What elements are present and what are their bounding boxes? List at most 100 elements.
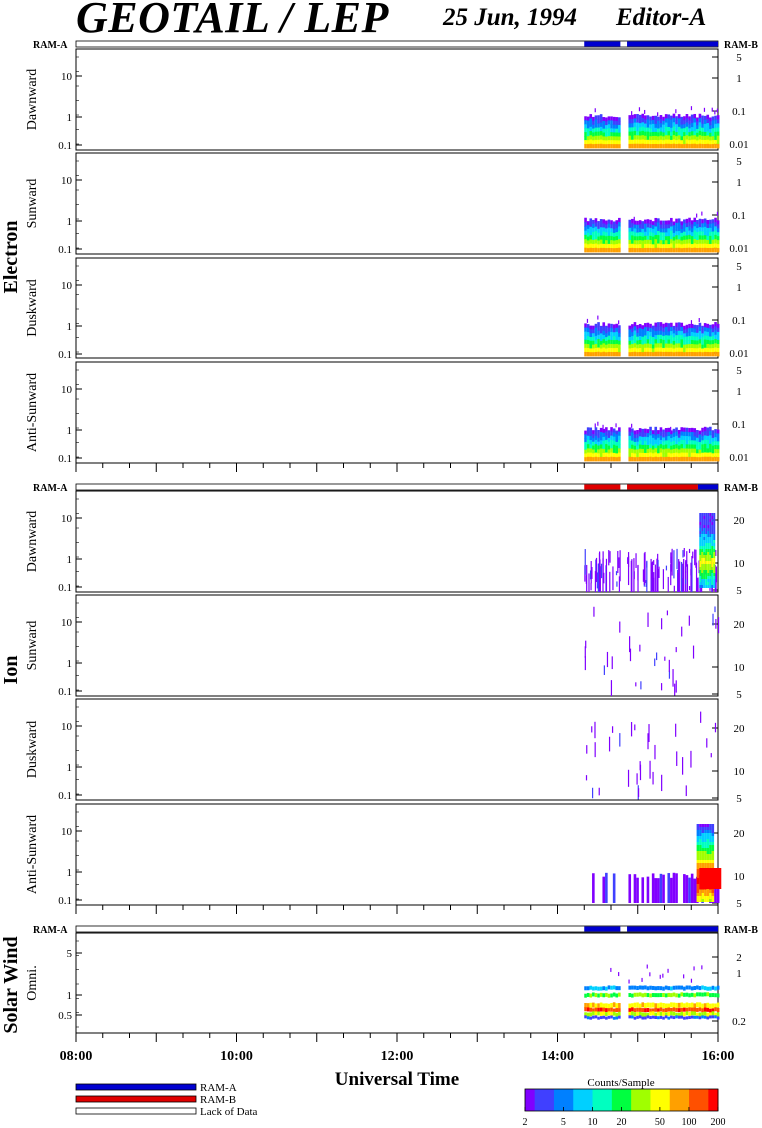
colorbar-tick-label: 200 bbox=[711, 1117, 726, 1128]
spectrogram-speck bbox=[634, 724, 636, 731]
spectrogram-cell bbox=[677, 1012, 681, 1017]
spectrogram-cell bbox=[662, 339, 665, 345]
spectrogram-cell bbox=[714, 437, 717, 442]
spectrogram-cell bbox=[706, 431, 710, 437]
spectrogram-cell bbox=[599, 1002, 603, 1008]
spectrogram-cell bbox=[701, 567, 704, 570]
spectrogram-cell bbox=[714, 449, 717, 454]
spectrogram-cell bbox=[688, 140, 691, 145]
colorbar-cell bbox=[595, 1089, 600, 1111]
spectrogram-cell bbox=[693, 432, 697, 437]
spectrogram-cell bbox=[633, 232, 637, 237]
spectrogram-cell bbox=[594, 339, 598, 345]
spectrogram-cell bbox=[670, 347, 673, 353]
spectrogram-cell bbox=[592, 120, 595, 126]
spectrogram-cell bbox=[701, 119, 704, 125]
spectrogram-cell bbox=[633, 430, 637, 435]
spectrogram-cell bbox=[628, 1008, 632, 1013]
spectrogram-cell bbox=[709, 531, 712, 534]
spectrogram-cell bbox=[607, 445, 611, 450]
spectrogram-cell bbox=[602, 219, 606, 224]
spectrogram-cell bbox=[683, 128, 686, 133]
spectrogram-cell bbox=[693, 985, 697, 990]
spectrogram-cell bbox=[610, 128, 613, 133]
spectrogram-cell bbox=[716, 1016, 720, 1020]
spectrogram-cell bbox=[651, 232, 655, 237]
spectrogram-cell bbox=[664, 135, 668, 140]
spectrogram-speck bbox=[683, 558, 685, 592]
spectrogram-cell bbox=[698, 227, 702, 232]
spectrogram-cell bbox=[705, 579, 708, 582]
spectrogram-cell bbox=[709, 543, 712, 546]
spectrogram-cell bbox=[664, 1015, 668, 1019]
spectrogram-cell bbox=[701, 893, 705, 896]
legend-swatch bbox=[75, 1083, 197, 1091]
spectrogram-cell bbox=[638, 228, 642, 233]
spectrogram-cell bbox=[651, 248, 655, 253]
spectrogram-cell bbox=[618, 427, 621, 432]
spectrogram-cell bbox=[615, 331, 619, 337]
spectrogram-cell bbox=[602, 993, 606, 998]
spectrogram-cell bbox=[685, 344, 689, 349]
spectrogram-cell bbox=[592, 128, 595, 133]
spectrogram-speck bbox=[635, 682, 637, 687]
spectrogram-cell bbox=[667, 139, 671, 145]
spectrogram-cell bbox=[649, 448, 652, 453]
spectrogram-cell bbox=[688, 335, 691, 341]
spectrogram-cell bbox=[709, 247, 712, 253]
spectrogram-cell bbox=[646, 339, 650, 344]
spectrogram-cell bbox=[654, 452, 658, 458]
spectrogram-cell bbox=[711, 564, 714, 567]
spectrogram-cell bbox=[657, 441, 660, 446]
spectrogram-cell bbox=[592, 132, 595, 137]
spectrogram-cell bbox=[709, 534, 712, 537]
colorbar-cell bbox=[714, 1089, 719, 1111]
spectrogram-cell bbox=[592, 235, 595, 241]
spectrogram-cell bbox=[704, 863, 707, 866]
spectrogram-cell bbox=[592, 325, 595, 330]
spectrogram-cell bbox=[696, 1012, 699, 1017]
spectrogram-cell bbox=[641, 440, 645, 446]
spectrogram-cell bbox=[688, 985, 691, 990]
spectrogram-cell bbox=[701, 1012, 704, 1017]
spectrogram-cell bbox=[589, 444, 593, 449]
spectrogram-cell bbox=[701, 219, 704, 224]
spectrogram-cell bbox=[698, 449, 702, 454]
spectrogram-cell bbox=[589, 985, 593, 990]
spectrogram-cell bbox=[701, 824, 705, 827]
panel-frame bbox=[75, 698, 719, 801]
spectrogram-cell bbox=[649, 435, 652, 441]
spectrogram-cell bbox=[597, 115, 600, 120]
spectrogram-cell bbox=[664, 220, 668, 225]
spectrogram-cell bbox=[599, 223, 603, 228]
spectrogram-cell bbox=[662, 124, 665, 129]
spectrogram-cell bbox=[649, 443, 652, 449]
spectrogram-cell bbox=[716, 119, 720, 124]
spectrogram-cell bbox=[651, 228, 655, 234]
spectrogram-cell bbox=[711, 336, 715, 341]
spectrogram-speck bbox=[593, 606, 595, 617]
spectrogram-cell bbox=[597, 449, 600, 454]
spectrogram-cell bbox=[677, 322, 681, 327]
spectrogram-cell bbox=[690, 436, 694, 441]
spectrogram-cell bbox=[654, 986, 658, 991]
spectrogram-speck bbox=[644, 109, 646, 114]
spectrogram-cell bbox=[698, 434, 702, 439]
spectrogram-cell bbox=[662, 323, 665, 329]
spectrogram-cell bbox=[701, 546, 704, 549]
spectrogram-cell bbox=[628, 115, 632, 120]
spectrogram-cell bbox=[589, 235, 593, 240]
spectrogram-cell bbox=[602, 128, 606, 133]
colorbar-cell bbox=[550, 1089, 555, 1111]
spectrogram-cell bbox=[612, 248, 616, 253]
spectrogram-cell bbox=[677, 135, 681, 140]
spectrogram-cell bbox=[599, 247, 603, 253]
spectrogram-cell bbox=[584, 136, 587, 141]
spectrogram-cell bbox=[696, 125, 699, 130]
spectrogram-cell bbox=[707, 570, 710, 573]
spectrogram-cell bbox=[602, 243, 606, 249]
spectrogram-cell bbox=[662, 240, 665, 245]
spectrogram-cell bbox=[706, 836, 710, 839]
spectrogram-cell bbox=[701, 570, 704, 573]
spectrogram bbox=[584, 315, 720, 357]
